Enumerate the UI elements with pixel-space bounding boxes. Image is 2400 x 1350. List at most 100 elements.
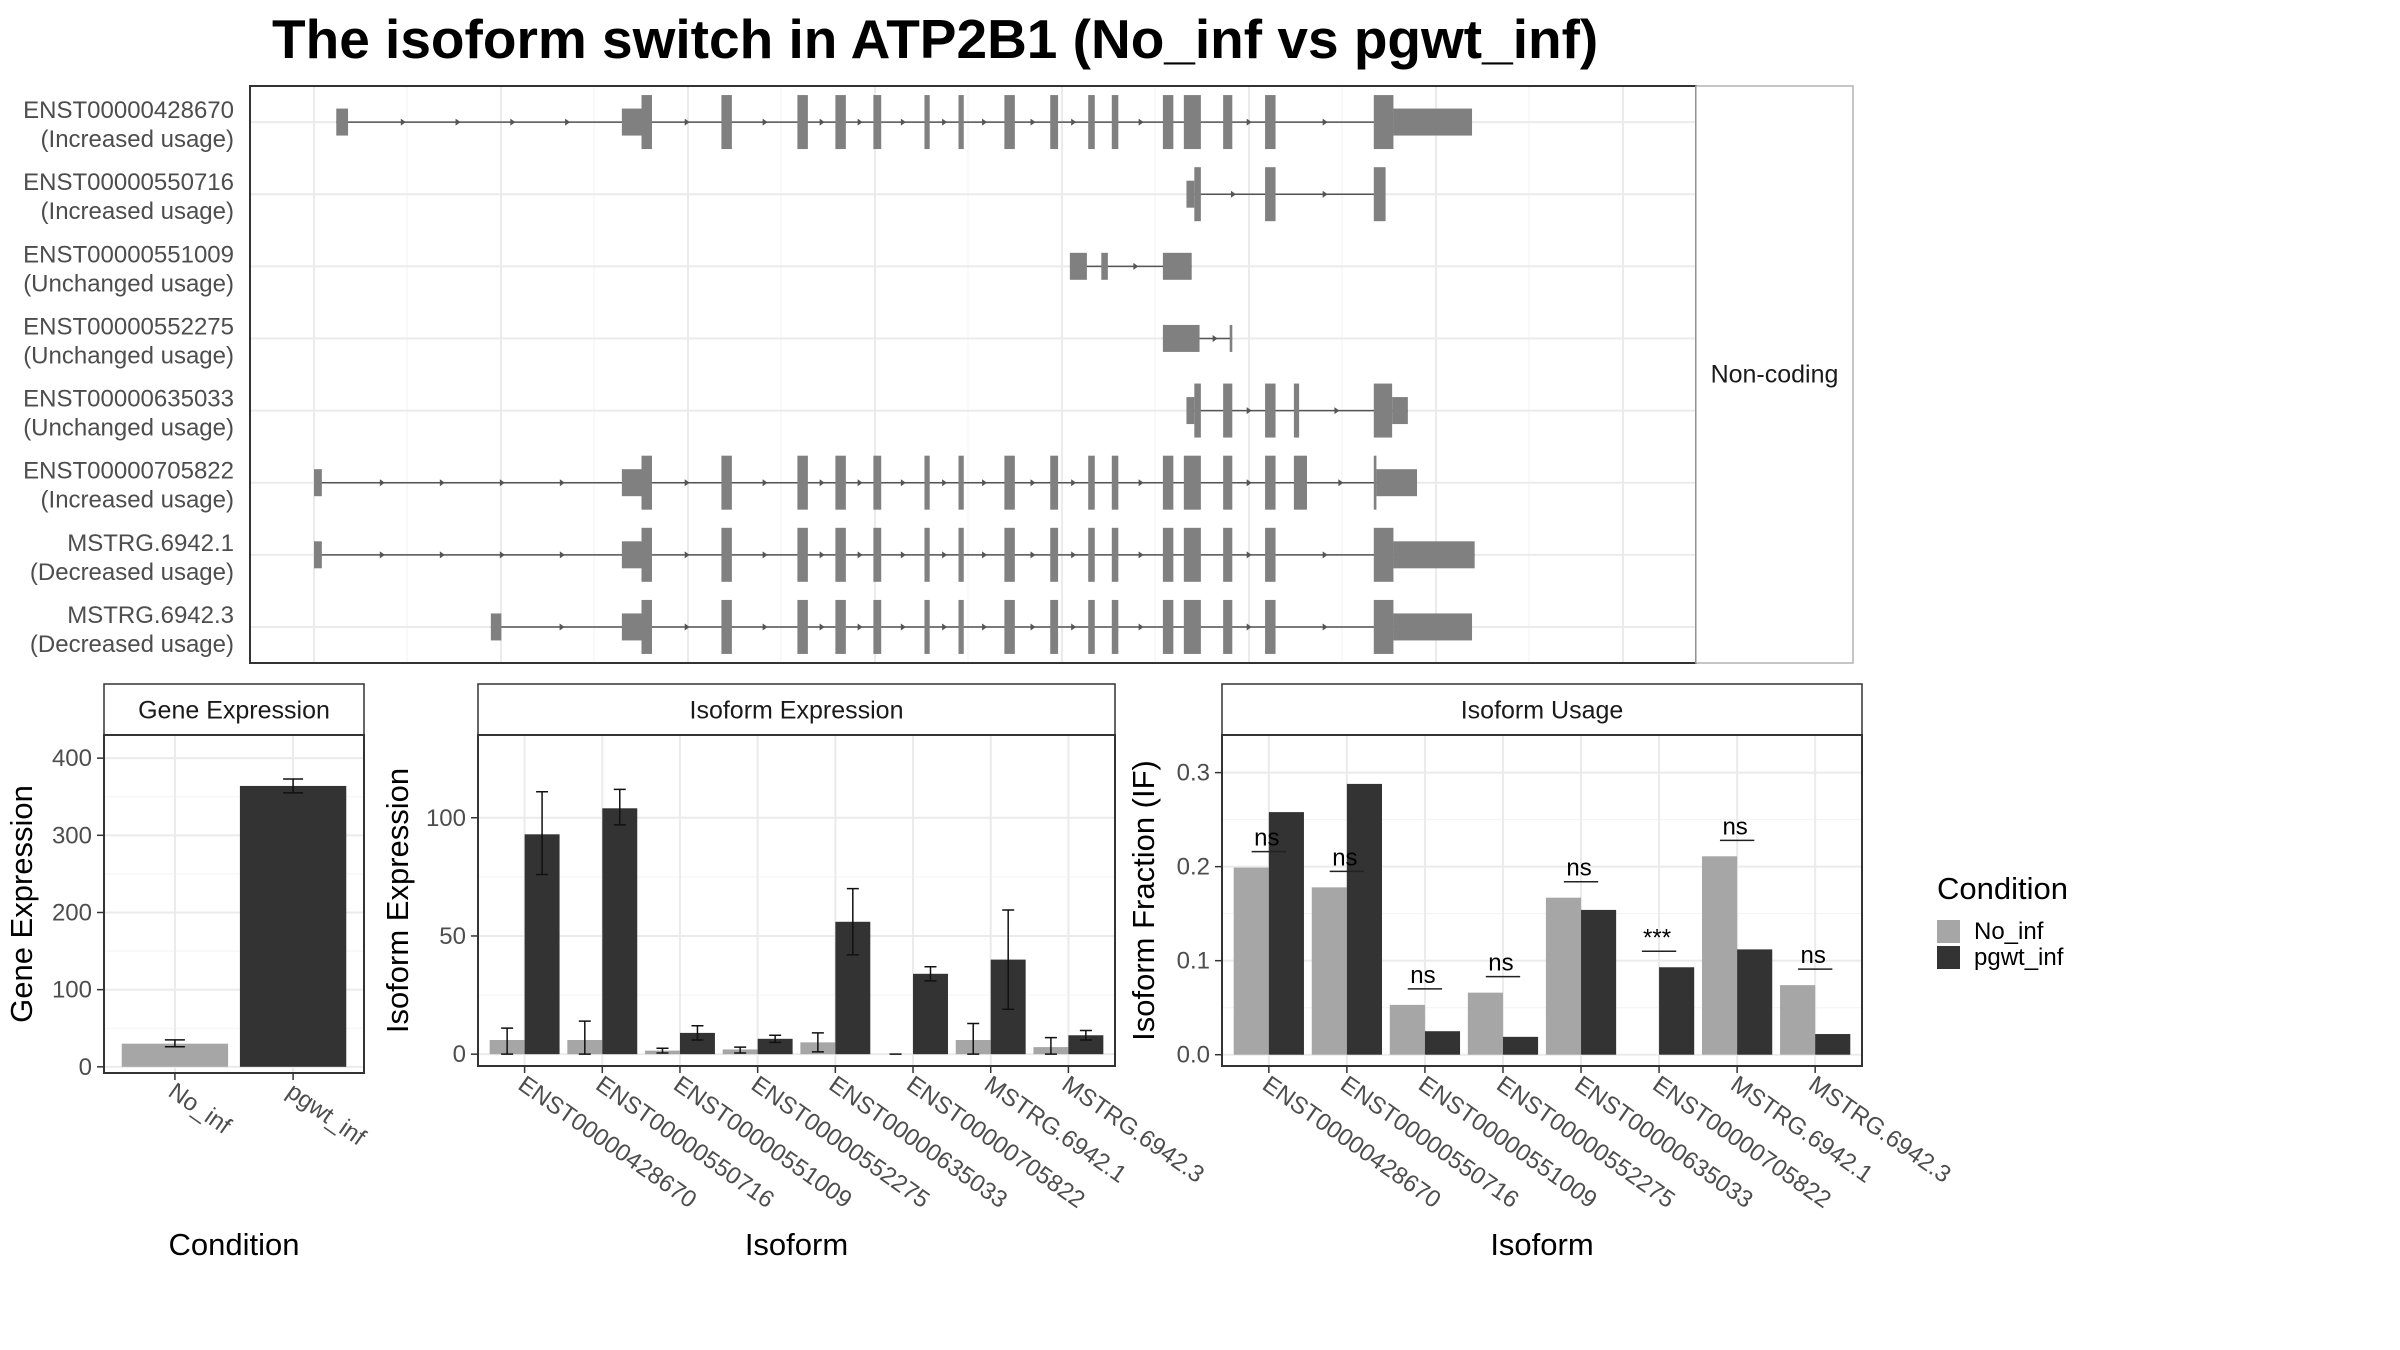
exon-block (621, 541, 642, 569)
intron-direction-arrow (942, 551, 948, 559)
exon-block (1004, 527, 1015, 582)
exon-block (1223, 383, 1233, 438)
exon-block (314, 541, 322, 569)
intron-direction-arrow (1030, 118, 1036, 126)
transcript-usage-label: (Increased usage) (41, 198, 234, 225)
exon-block (1265, 383, 1276, 438)
intron-direction-arrow (1071, 118, 1077, 126)
intron-direction-arrow (439, 551, 445, 559)
bar-No_inf (1702, 856, 1738, 1055)
transcript-usage-label: (Unchanged usage) (23, 342, 234, 369)
intron-direction-arrow (499, 479, 505, 487)
exon-block (1186, 397, 1195, 425)
intron-direction-arrow (1071, 551, 1077, 559)
bar-pgwt_inf (1815, 1034, 1851, 1055)
error-bar-No_inf (164, 1039, 185, 1048)
exon-block (835, 455, 846, 510)
legend-label: pgwt_inf (1974, 944, 2064, 971)
error-bar-No_inf (734, 1046, 747, 1054)
exon-block (1373, 527, 1394, 582)
intron-direction-arrow (819, 479, 825, 487)
isoform-usage-panel: Isoform Usage ns ns ns ns ns *** ns ns 0.0 0.1 0.2 0… (1126, 683, 1956, 1262)
intron-direction-arrow (819, 118, 825, 126)
transcript-id-label: ENST00000550716 (23, 169, 234, 196)
exon-block (1373, 599, 1394, 654)
significance-label: ns (1722, 813, 1747, 840)
significance-label: *** (1643, 924, 1671, 951)
exon-block (1004, 95, 1015, 150)
exon-block (721, 527, 732, 582)
exon-block (314, 469, 322, 497)
y-tick-label: 0.1 (1177, 948, 1210, 975)
significance-label: ns (1800, 942, 1825, 969)
legend-swatch-No_inf (1937, 920, 1960, 943)
bar-No_inf (1311, 887, 1347, 1055)
legend-label: No_inf (1974, 918, 2044, 945)
exon-block (1265, 167, 1276, 222)
x-tick-label: No_inf (163, 1078, 236, 1140)
y-axis-title: Gene Expression (4, 785, 39, 1023)
intron-direction-arrow (1030, 551, 1036, 559)
x-axis-title: Isoform (745, 1227, 848, 1262)
x-axis-title: Condition (169, 1227, 300, 1262)
bar-pgwt_inf (679, 1032, 715, 1055)
exon-block (336, 108, 349, 136)
bar-pgwt_inf (1268, 812, 1304, 1055)
exon-block (1373, 455, 1377, 510)
exon-block (1162, 527, 1174, 582)
transcript-usage-label: (Increased usage) (41, 487, 234, 514)
transcript-id-label: ENST00000705822 (23, 458, 234, 485)
bar-pgwt_inf (1424, 1031, 1461, 1055)
error-bar-pgwt_inf (1079, 1029, 1092, 1041)
exon-block (1111, 95, 1119, 150)
panel-title: Isoform Expression (690, 697, 904, 725)
exon-block (1376, 469, 1418, 497)
bar-pgwt_inf (1068, 1035, 1104, 1055)
intron-direction-arrow (857, 118, 863, 126)
intron-direction-arrow (762, 118, 768, 126)
exon-block (958, 95, 964, 150)
intron-direction-arrow (1133, 262, 1139, 270)
intron-direction-arrow (900, 118, 906, 126)
intron-direction-arrow (1138, 118, 1144, 126)
intron-direction-arrow (439, 479, 445, 487)
intron-direction-arrow (1322, 118, 1328, 126)
intron-direction-arrow (900, 551, 906, 559)
y-tick-label: 100 (52, 977, 92, 1004)
intron-direction-arrow (455, 118, 461, 126)
exon-block (1223, 455, 1233, 510)
exon-block (924, 599, 930, 654)
y-axis-title: Isoform Fraction (IF) (1126, 760, 1161, 1041)
x-axis-title: Isoform (1490, 1227, 1593, 1262)
error-bar-No_inf (967, 1022, 980, 1055)
intron-direction-arrow (1322, 551, 1328, 559)
intron-direction-arrow (1071, 623, 1077, 631)
intron-direction-arrow (684, 118, 690, 126)
exon-block (1194, 383, 1201, 438)
exon-block (958, 599, 964, 654)
panel-title-strip (103, 683, 365, 736)
error-bar-pgwt_inf (1002, 909, 1015, 1011)
transcript-id-label: MSTRG.6942.1 (67, 530, 234, 557)
intron-direction-arrow (1246, 407, 1252, 415)
legend-swatch-pgwt_inf (1937, 946, 1960, 969)
exon-block (490, 613, 502, 641)
intron-direction-arrow (1138, 551, 1144, 559)
intron-direction-arrow (1334, 407, 1340, 415)
error-bar-pgwt_inf (613, 788, 626, 826)
y-tick-label: 50 (439, 923, 466, 950)
intron-direction-arrow (1071, 479, 1077, 487)
exon-block (1373, 383, 1393, 438)
panel-title: Isoform Usage (1461, 697, 1624, 725)
exon-block (1004, 599, 1015, 654)
intron-direction-arrow (684, 479, 690, 487)
intron-direction-arrow (762, 623, 768, 631)
exon-block (797, 95, 808, 150)
significance-label: ns (1410, 962, 1435, 989)
intron-direction-arrow (1246, 118, 1252, 126)
exon-block (873, 455, 882, 510)
bar-pgwt_inf (913, 973, 948, 1055)
intron-direction-arrow (1246, 479, 1252, 487)
y-tick-label: 300 (52, 822, 92, 849)
intron-direction-arrow (900, 479, 906, 487)
